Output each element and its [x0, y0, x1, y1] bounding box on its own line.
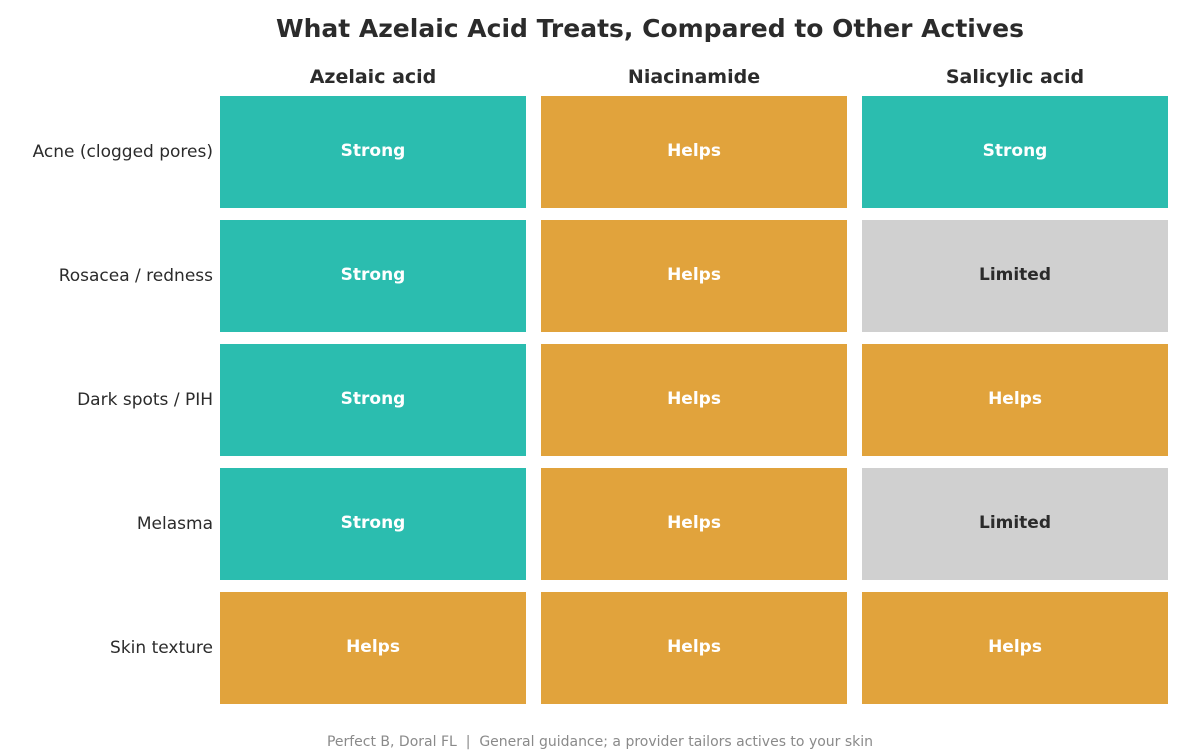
- cell-value-label: Strong: [340, 141, 406, 161]
- column-header: Salicylic acid: [945, 66, 1085, 88]
- row-label: Acne (clogged pores): [32, 142, 213, 162]
- cell-value-label: Helps: [988, 637, 1042, 657]
- row-label: Skin texture: [110, 638, 213, 658]
- row-label: Rosacea / redness: [58, 266, 213, 286]
- cell-value-label: Limited: [978, 265, 1052, 285]
- heatmap-cell: Limited: [862, 220, 1168, 332]
- heatmap-cell: Strong: [220, 344, 526, 456]
- column-header: Azelaic acid: [309, 66, 437, 88]
- cell-value-label: Helps: [667, 637, 721, 657]
- cell-value-label: Helps: [988, 389, 1042, 409]
- row-label: Dark spots / PIH: [77, 390, 213, 410]
- cell-value-label: Strong: [340, 389, 406, 409]
- chart-title: What Azelaic Acid Treats, Compared to Ot…: [276, 14, 1024, 43]
- heatmap-cell: Helps: [862, 592, 1168, 704]
- cell-value-label: Helps: [667, 265, 721, 285]
- cell-value-label: Helps: [667, 513, 721, 533]
- heatmap-cell: Helps: [541, 96, 847, 208]
- cell-value-label: Strong: [340, 513, 406, 533]
- heatmap-cell: Helps: [541, 220, 847, 332]
- footer-note: Perfect B, Doral FL | General guidance; …: [326, 734, 874, 750]
- cell-value-label: Strong: [982, 141, 1048, 161]
- row-label: Melasma: [136, 514, 213, 534]
- heatmap-cell: Helps: [541, 344, 847, 456]
- heatmap-cell: Strong: [220, 220, 526, 332]
- cell-value-label: Helps: [346, 637, 400, 657]
- heatmap-cell: Strong: [862, 96, 1168, 208]
- cell-value-label: Limited: [978, 513, 1052, 533]
- cell-value-label: Strong: [340, 265, 406, 285]
- heatmap-cell: Limited: [862, 468, 1168, 580]
- cell-value-label: Helps: [667, 389, 721, 409]
- column-header: Niacinamide: [627, 66, 761, 88]
- heatmap-cell: Helps: [220, 592, 526, 704]
- heatmap-cell: Helps: [862, 344, 1168, 456]
- heatmap-cell: Helps: [541, 592, 847, 704]
- cell-value-label: Helps: [667, 141, 721, 161]
- heatmap-cell: Helps: [541, 468, 847, 580]
- heatmap-cell: Strong: [220, 96, 526, 208]
- heatmap-cell: Strong: [220, 468, 526, 580]
